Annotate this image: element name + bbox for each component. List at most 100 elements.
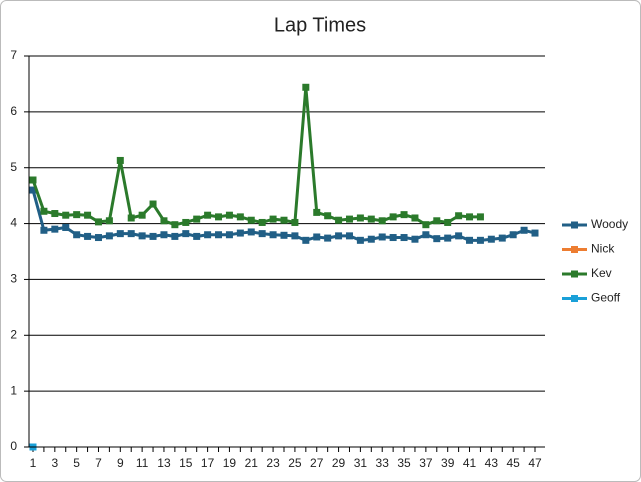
- x-tick-label: 17: [201, 456, 215, 470]
- x-tick-label: 25: [288, 456, 302, 470]
- data-point: [160, 217, 168, 225]
- data-point: [258, 230, 266, 238]
- data-point: [389, 213, 397, 221]
- data-point: [367, 215, 375, 223]
- x-tick-label: 31: [354, 456, 368, 470]
- data-point: [433, 235, 441, 243]
- data-point: [356, 214, 364, 222]
- x-tick-label: 5: [73, 456, 80, 470]
- data-point: [247, 216, 255, 224]
- y-tick-label: 7: [10, 48, 17, 62]
- data-point: [433, 217, 441, 225]
- x-tick-label: 35: [397, 456, 411, 470]
- legend-swatch-marker: [571, 270, 578, 278]
- data-point: [204, 211, 212, 219]
- y-tick-label: 1: [10, 383, 17, 397]
- data-point: [73, 211, 81, 219]
- data-point: [193, 215, 201, 223]
- data-point: [389, 234, 397, 242]
- data-point: [40, 207, 48, 215]
- x-tick-label: 45: [506, 456, 520, 470]
- data-point: [356, 236, 364, 244]
- data-point: [215, 231, 223, 239]
- data-point: [335, 216, 343, 224]
- x-tick-label: 23: [266, 456, 280, 470]
- x-tick-label: 9: [117, 456, 124, 470]
- data-point: [62, 211, 70, 219]
- x-tick-label: 19: [223, 456, 237, 470]
- data-point: [225, 231, 233, 239]
- x-tick-label: 37: [419, 456, 433, 470]
- legend-swatch-marker: [571, 221, 578, 229]
- y-tick-label: 3: [10, 272, 17, 286]
- x-tick-label: 39: [441, 456, 455, 470]
- data-point: [84, 232, 92, 240]
- data-point: [225, 211, 233, 219]
- data-point: [160, 231, 168, 239]
- y-tick-label: 5: [10, 160, 17, 174]
- data-point: [149, 200, 157, 208]
- data-point: [487, 235, 495, 243]
- y-tick-label: 2: [10, 327, 17, 341]
- data-point: [105, 232, 113, 240]
- legend-swatch-marker: [571, 295, 578, 302]
- data-point: [182, 218, 190, 226]
- data-point: [335, 232, 343, 240]
- y-tick-label: 6: [10, 104, 17, 118]
- data-point: [94, 218, 102, 226]
- data-point: [291, 218, 299, 226]
- data-point: [509, 231, 517, 239]
- legend-swatch-marker: [571, 246, 578, 253]
- x-tick-label: 43: [485, 456, 499, 470]
- x-tick-label: 21: [245, 456, 259, 470]
- data-point: [400, 211, 408, 219]
- data-point: [62, 223, 70, 231]
- x-tick-label: 3: [51, 456, 58, 470]
- data-point: [269, 215, 277, 223]
- data-point: [51, 225, 59, 233]
- data-point: [324, 212, 332, 220]
- data-point: [84, 211, 92, 219]
- data-point: [247, 228, 255, 236]
- data-point: [51, 210, 59, 218]
- data-point: [378, 233, 386, 241]
- data-point: [411, 235, 419, 243]
- x-tick-label: 1: [30, 456, 37, 470]
- data-point: [94, 234, 102, 242]
- data-point: [291, 232, 299, 240]
- data-point: [422, 231, 430, 239]
- data-point: [280, 231, 288, 239]
- x-tick-label: 33: [376, 456, 390, 470]
- data-point: [324, 234, 332, 242]
- data-point: [116, 230, 124, 238]
- x-tick-label: 13: [157, 456, 171, 470]
- data-point: [466, 236, 474, 244]
- data-point: [171, 232, 179, 240]
- x-tick-label: 29: [332, 456, 346, 470]
- data-point: [215, 213, 223, 221]
- data-point: [127, 214, 135, 222]
- data-point: [29, 186, 37, 194]
- data-point: [171, 221, 179, 229]
- data-point: [29, 176, 37, 184]
- y-tick-label: 0: [10, 439, 17, 453]
- data-point: [116, 156, 124, 164]
- y-tick-label: 4: [10, 216, 17, 230]
- x-tick-label: 15: [179, 456, 193, 470]
- data-point: [204, 231, 212, 239]
- x-tick-label: 41: [463, 456, 477, 470]
- legend-label: Geoff: [591, 291, 621, 305]
- data-point: [345, 215, 353, 223]
- data-point: [411, 214, 419, 222]
- x-tick-label: 47: [528, 456, 542, 470]
- data-point: [138, 232, 146, 240]
- data-point: [476, 236, 484, 244]
- data-point: [422, 221, 430, 229]
- data-point: [313, 233, 321, 241]
- data-point: [258, 218, 266, 226]
- x-tick-label: 11: [136, 456, 149, 470]
- data-point: [444, 234, 452, 242]
- data-point: [193, 232, 201, 240]
- data-point: [73, 231, 81, 239]
